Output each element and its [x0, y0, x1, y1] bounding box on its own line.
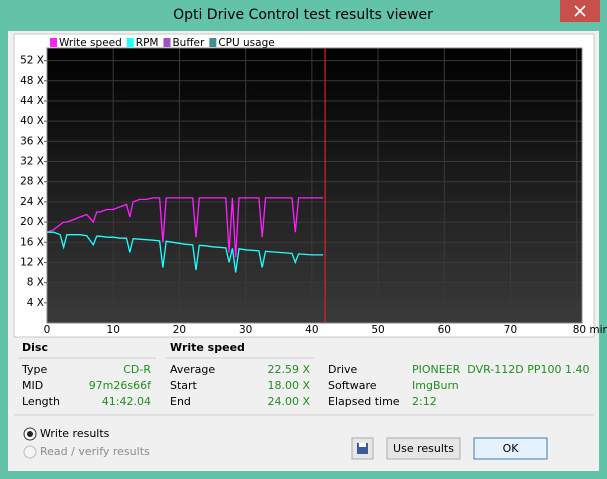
info-label: Length [22, 395, 60, 408]
info-label: Average [170, 363, 215, 376]
plot-area [47, 48, 582, 323]
info-value: ImgBurn [412, 379, 459, 392]
info-label: End [170, 395, 191, 408]
ok-button[interactable] [473, 437, 548, 460]
section-heading: Write speed [170, 341, 245, 354]
y-tick-label: 44 X [20, 95, 44, 107]
legend-label: RPM [136, 37, 159, 49]
legend-label: Buffer [172, 37, 205, 49]
legend-swatch [126, 38, 134, 47]
x-tick-label: 40 [305, 324, 318, 336]
info-label: Drive [328, 363, 358, 376]
radio-dot [27, 431, 33, 437]
info-value: 97m26s66f [89, 379, 152, 392]
info-value: 41:42.04 [102, 395, 151, 408]
x-tick-label: 30 [239, 324, 252, 336]
radio-read [23, 445, 37, 459]
y-tick-label: 52 X [20, 55, 44, 67]
window-title: Opti Drive Control test results viewer [173, 7, 433, 23]
y-tick-label: 28 X [20, 176, 44, 188]
ok-label: OK [503, 442, 520, 455]
info-value: CD-R [123, 363, 151, 376]
use-results-label: Use results [393, 442, 454, 455]
info-value: 24.00 X [267, 395, 310, 408]
y-tick-label: 24 X [20, 196, 44, 208]
x-tick-label: 60 [438, 324, 451, 336]
series-line [47, 231, 324, 273]
y-tick-label: 4 X [27, 297, 44, 309]
info-label: Software [328, 379, 377, 392]
x-tick-label: 20 [173, 324, 186, 336]
info-label: Elapsed time [328, 395, 400, 408]
legend-swatch [209, 38, 217, 47]
info-value: 22.59 X [267, 363, 310, 376]
plot-border [46, 47, 583, 324]
series-line [46, 197, 324, 258]
x-tick-label: 10 [107, 324, 120, 336]
info-value: 18.00 X [267, 379, 310, 392]
close-icon [574, 5, 586, 17]
x-tick-label: 80 min [573, 324, 607, 336]
radio-write-label: Write results [40, 427, 110, 440]
section-heading: Disc [22, 341, 48, 354]
info-value: PIONEER DVR-112D PP100 1.40 [412, 363, 589, 376]
y-tick-label: 36 X [20, 135, 44, 147]
y-tick-label: 32 X [20, 156, 44, 168]
save-icon-label [359, 443, 366, 447]
legend-swatch [50, 38, 57, 47]
y-tick-label: 16 X [20, 236, 44, 248]
y-tick-label: 40 X [20, 115, 44, 127]
radio-read-label: Read / verify results [40, 445, 150, 458]
info-value: 2:12 [412, 395, 437, 408]
y-tick-label: 8 X [27, 277, 44, 289]
x-tick-label: 70 [504, 324, 517, 336]
legend-label: CPU usage [218, 37, 274, 49]
y-tick-label: 12 X [20, 256, 44, 268]
x-tick-label: 50 [371, 324, 384, 336]
info-label: Start [170, 379, 198, 392]
legend-label: Write speed [59, 37, 122, 49]
x-tick-label: 0 [44, 324, 51, 336]
y-tick-label: 20 X [20, 216, 44, 228]
legend-swatch [163, 38, 171, 47]
use-results-button[interactable] [386, 437, 461, 460]
y-tick-label: 48 X [20, 75, 44, 87]
save-icon [357, 443, 368, 454]
info-label: MID [22, 379, 43, 392]
info-label: Type [21, 363, 47, 376]
